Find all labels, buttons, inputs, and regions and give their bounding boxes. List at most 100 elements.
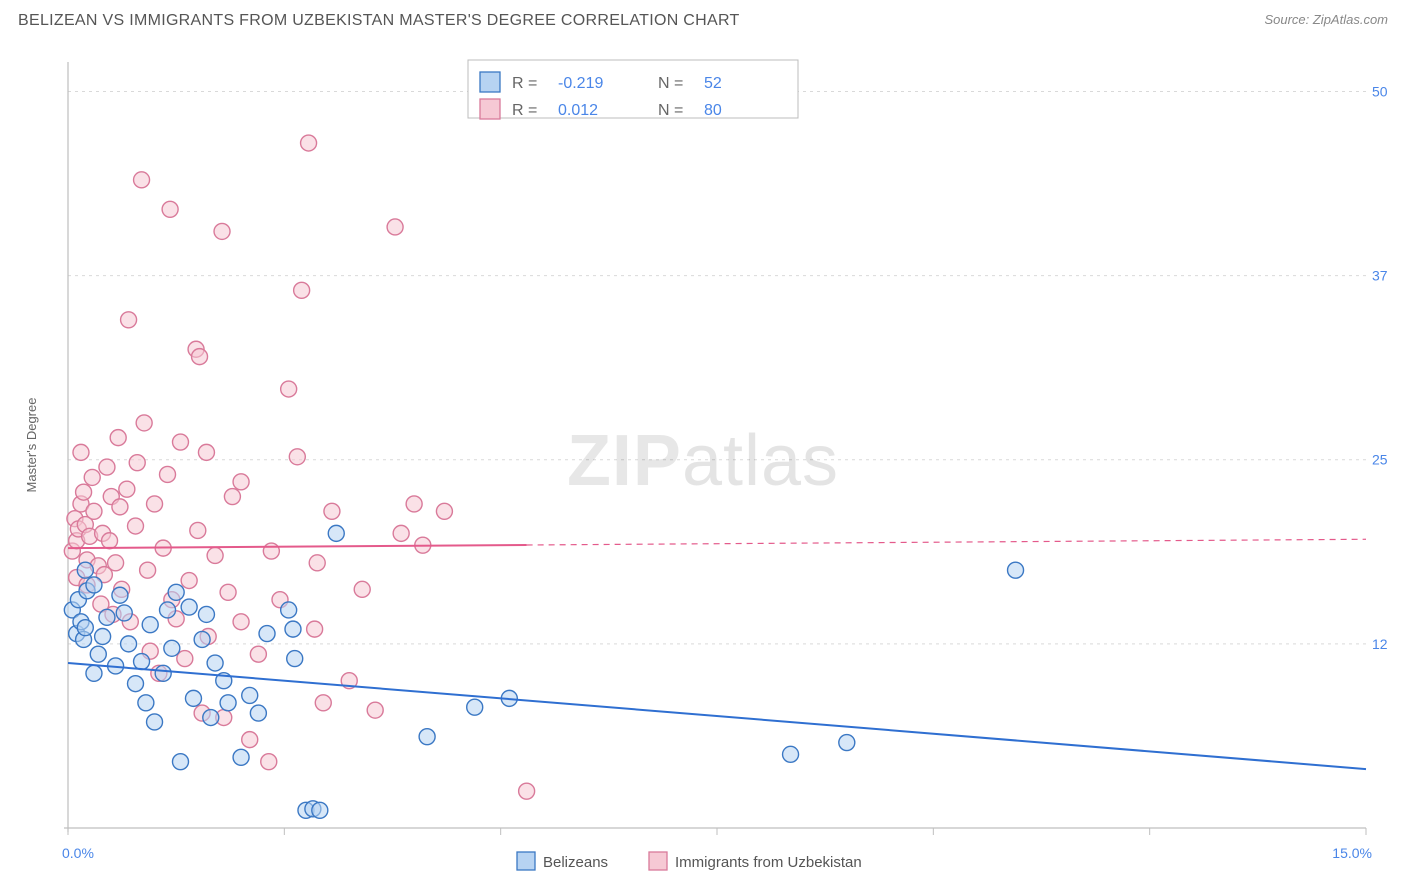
blue-point — [312, 802, 328, 818]
stats-n-value: 52 — [704, 75, 722, 92]
pink-point — [121, 312, 137, 328]
pink-point — [110, 430, 126, 446]
blue-point — [259, 626, 275, 642]
pink-point — [136, 415, 152, 431]
pink-point — [263, 543, 279, 559]
blue-point — [77, 562, 93, 578]
blue-point — [242, 687, 258, 703]
pink-point — [207, 547, 223, 563]
pink-point — [233, 614, 249, 630]
pink-point — [354, 581, 370, 597]
pink-point — [289, 449, 305, 465]
pink-point — [162, 201, 178, 217]
pink-point — [129, 455, 145, 471]
blue-point — [181, 599, 197, 615]
blue-point — [164, 640, 180, 656]
blue-point — [172, 754, 188, 770]
blue-point — [127, 676, 143, 692]
pink-point — [281, 381, 297, 397]
blue-point — [116, 605, 132, 621]
y-tick-label: 12.5% — [1372, 636, 1388, 652]
pink-point — [190, 522, 206, 538]
chart-container: 12.5%25.0%37.5%50.0%0.0%15.0%Master's De… — [18, 48, 1388, 882]
blue-point — [220, 695, 236, 711]
blue-point — [168, 584, 184, 600]
pink-point — [84, 469, 100, 485]
legend-swatch — [649, 852, 667, 870]
y-tick-label: 25.0% — [1372, 452, 1388, 468]
blue-point — [121, 636, 137, 652]
legend-label: Immigrants from Uzbekistan — [675, 854, 862, 871]
pink-point — [192, 349, 208, 365]
blue-point — [233, 749, 249, 765]
chart-header: BELIZEAN VS IMMIGRANTS FROM UZBEKISTAN M… — [0, 0, 1406, 48]
legend-label: Belizeans — [543, 854, 608, 871]
pink-point — [108, 555, 124, 571]
pink-point — [99, 459, 115, 475]
blue-point — [185, 690, 201, 706]
pink-point — [198, 444, 214, 460]
y-tick-label: 37.5% — [1372, 268, 1388, 284]
pink-trend-solid — [68, 545, 527, 548]
pink-point — [393, 525, 409, 541]
blue-point — [147, 714, 163, 730]
blue-point — [203, 710, 219, 726]
pink-point — [367, 702, 383, 718]
pink-point — [250, 646, 266, 662]
blue-point — [99, 609, 115, 625]
pink-point — [73, 444, 89, 460]
blue-point — [138, 695, 154, 711]
pink-point — [301, 135, 317, 151]
scatter-chart: 12.5%25.0%37.5%50.0%0.0%15.0%Master's De… — [18, 48, 1388, 882]
stats-n-label: N = — [658, 75, 683, 92]
x-label-right: 15.0% — [1332, 845, 1372, 861]
pink-point — [224, 489, 240, 505]
blue-point — [207, 655, 223, 671]
pink-point — [147, 496, 163, 512]
blue-point — [281, 602, 297, 618]
pink-point — [119, 481, 135, 497]
pink-point — [307, 621, 323, 637]
pink-point — [309, 555, 325, 571]
pink-point — [242, 732, 258, 748]
stats-r-value: 0.012 — [558, 102, 598, 119]
pink-point — [436, 503, 452, 519]
blue-point — [95, 629, 111, 645]
blue-point — [194, 631, 210, 647]
pink-point — [172, 434, 188, 450]
pink-point — [519, 783, 535, 799]
pink-point — [214, 223, 230, 239]
pink-point — [261, 754, 277, 770]
blue-point — [198, 606, 214, 622]
blue-point — [467, 699, 483, 715]
blue-point — [86, 577, 102, 593]
blue-point — [328, 525, 344, 541]
blue-point — [160, 602, 176, 618]
stats-swatch — [480, 72, 500, 92]
x-label-left: 0.0% — [62, 845, 94, 861]
pink-point — [177, 651, 193, 667]
y-axis-label: Master's Degree — [24, 398, 39, 493]
pink-point — [112, 499, 128, 515]
blue-point — [285, 621, 301, 637]
blue-point — [77, 620, 93, 636]
blue-point — [839, 735, 855, 751]
blue-point — [419, 729, 435, 745]
blue-point — [142, 617, 158, 633]
pink-point — [76, 484, 92, 500]
blue-point — [1008, 562, 1024, 578]
pink-point — [160, 466, 176, 482]
stats-swatch — [480, 99, 500, 119]
blue-point — [287, 651, 303, 667]
blue-point — [783, 746, 799, 762]
pink-point — [220, 584, 236, 600]
stats-n-value: 80 — [704, 102, 722, 119]
stats-r-label: R = — [512, 102, 537, 119]
pink-point — [315, 695, 331, 711]
blue-point — [86, 665, 102, 681]
pink-point — [324, 503, 340, 519]
pink-point — [294, 282, 310, 298]
pink-trend-dashed — [527, 539, 1366, 545]
pink-point — [127, 518, 143, 534]
pink-point — [233, 474, 249, 490]
